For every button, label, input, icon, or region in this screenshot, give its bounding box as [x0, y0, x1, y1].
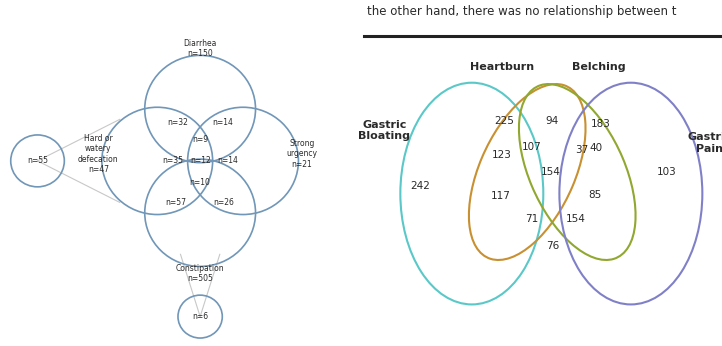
Text: Strong
urgency
n=21: Strong urgency n=21 [287, 139, 318, 169]
Text: 94: 94 [546, 116, 559, 126]
Text: 117: 117 [490, 191, 510, 201]
Text: n=12: n=12 [190, 156, 211, 165]
Text: n=6: n=6 [192, 312, 208, 321]
Text: n=14: n=14 [217, 156, 238, 165]
Text: n=32: n=32 [168, 118, 188, 127]
Text: 154: 154 [542, 167, 561, 177]
Text: Diarrhea
n=150: Diarrhea n=150 [183, 39, 217, 58]
Text: n=26: n=26 [214, 198, 235, 207]
Text: Belching: Belching [572, 62, 625, 72]
Text: 103: 103 [657, 167, 677, 177]
Text: 40: 40 [589, 143, 602, 153]
Text: n=35: n=35 [162, 156, 183, 165]
Text: the other hand, there was no relationship between t: the other hand, there was no relationshi… [367, 5, 677, 18]
Text: 154: 154 [566, 214, 586, 224]
Text: n=9: n=9 [192, 135, 208, 144]
Text: 71: 71 [525, 214, 539, 224]
Text: 85: 85 [588, 190, 601, 200]
Text: 107: 107 [522, 142, 542, 152]
Text: 242: 242 [410, 181, 430, 191]
Text: Gastric
Bloating: Gastric Bloating [358, 120, 410, 141]
Text: Constipation
n=505: Constipation n=505 [176, 264, 225, 283]
Text: n=10: n=10 [190, 178, 211, 187]
Text: 225: 225 [494, 116, 514, 126]
Text: 37: 37 [575, 145, 588, 155]
Text: Hard or
watery
defecation
n=47: Hard or watery defecation n=47 [78, 134, 118, 174]
Text: 123: 123 [492, 150, 512, 160]
Text: n=14: n=14 [212, 118, 233, 127]
Text: Heartburn: Heartburn [470, 62, 534, 72]
Text: 183: 183 [591, 119, 610, 129]
Text: n=57: n=57 [165, 198, 187, 207]
Text: n=55: n=55 [27, 156, 48, 165]
Text: Gastric
Pain: Gastric Pain [687, 132, 722, 154]
Text: 76: 76 [546, 241, 560, 251]
